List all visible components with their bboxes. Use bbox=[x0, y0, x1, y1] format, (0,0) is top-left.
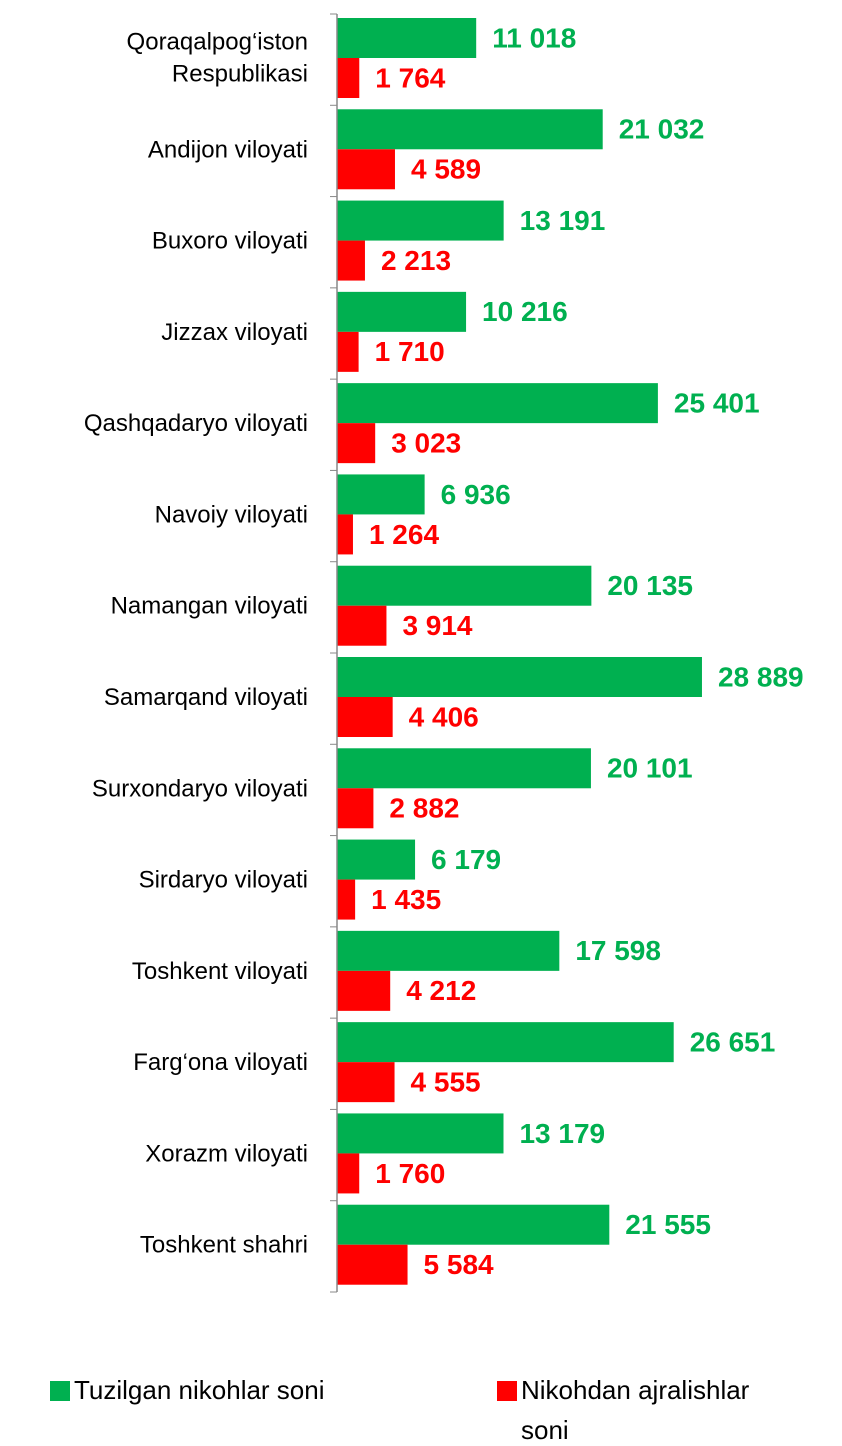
value-label: 11 018 bbox=[492, 22, 576, 53]
bar bbox=[337, 240, 365, 281]
bar bbox=[337, 657, 702, 697]
legend-swatch bbox=[50, 1381, 70, 1401]
value-label: 13 191 bbox=[520, 205, 606, 236]
category-label: Buxoro viloyati bbox=[152, 228, 308, 255]
value-label: 21 555 bbox=[625, 1209, 711, 1240]
category-label: Samarqand viloyati bbox=[104, 684, 308, 711]
bar bbox=[337, 970, 391, 1011]
value-label: 10 216 bbox=[482, 296, 568, 327]
legend-label: Tuzilgan nikohlar soni bbox=[74, 1375, 325, 1405]
value-label: 3 914 bbox=[402, 610, 472, 641]
bar bbox=[337, 697, 393, 737]
value-label: 6 179 bbox=[431, 844, 501, 875]
bar bbox=[337, 1244, 408, 1285]
category-label: Toshkent viloyati bbox=[132, 958, 308, 985]
bar bbox=[337, 291, 467, 332]
value-label: 2 213 bbox=[381, 245, 451, 276]
value-label: 4 212 bbox=[406, 975, 476, 1006]
value-label: 4 406 bbox=[409, 701, 479, 732]
category-label: Qashqadaryo viloyati bbox=[84, 410, 308, 437]
legend-swatch bbox=[497, 1381, 517, 1401]
value-label: 1 764 bbox=[375, 62, 445, 93]
category-label: Namangan viloyati bbox=[111, 593, 308, 620]
bar bbox=[337, 1062, 395, 1103]
legend-label: Nikohdan ajralishlar soni bbox=[521, 1375, 750, 1445]
value-label: 4 555 bbox=[411, 1067, 481, 1098]
category-label: Jizzax viloyati bbox=[161, 319, 308, 346]
bar bbox=[337, 1113, 504, 1154]
bar bbox=[337, 58, 360, 98]
bar bbox=[337, 605, 387, 646]
category-label: Andijon viloyati bbox=[148, 136, 308, 163]
bar bbox=[337, 839, 416, 880]
value-label: 1 435 bbox=[371, 884, 441, 915]
value-label: 25 401 bbox=[674, 388, 760, 419]
category-label: Qoraqalpog‘iston Respublikasi bbox=[127, 29, 308, 88]
bar bbox=[337, 788, 374, 829]
value-label: 20 101 bbox=[607, 753, 693, 784]
category-label: Navoiy viloyati bbox=[155, 501, 308, 528]
value-label: 17 598 bbox=[575, 935, 661, 966]
bar bbox=[337, 930, 560, 971]
value-label: 3 023 bbox=[391, 428, 461, 459]
bar bbox=[337, 200, 504, 241]
value-label: 5 584 bbox=[424, 1249, 494, 1280]
bar bbox=[337, 1153, 360, 1194]
bar bbox=[337, 565, 592, 606]
value-label: 2 882 bbox=[389, 793, 459, 824]
value-label: 20 135 bbox=[607, 570, 693, 601]
value-label: 28 889 bbox=[718, 661, 804, 692]
value-label: 4 589 bbox=[411, 154, 481, 185]
value-label: 21 032 bbox=[619, 114, 705, 145]
category-label: Surxondaryo viloyati bbox=[92, 775, 308, 802]
value-label: 1 264 bbox=[369, 519, 439, 550]
bar bbox=[337, 879, 356, 920]
category-label: Toshkent shahri bbox=[140, 1232, 308, 1259]
value-label: 1 760 bbox=[375, 1158, 445, 1189]
value-label: 13 179 bbox=[519, 1118, 605, 1149]
value-label: 6 936 bbox=[441, 479, 511, 510]
bar bbox=[337, 474, 425, 515]
bar bbox=[337, 748, 591, 789]
bar bbox=[337, 1204, 610, 1245]
bar bbox=[337, 18, 477, 58]
bar bbox=[337, 423, 376, 464]
category-label: Sirdaryo viloyati bbox=[139, 867, 308, 894]
bar bbox=[337, 331, 359, 372]
category-label: Farg‘ona viloyati bbox=[133, 1049, 308, 1076]
bar bbox=[337, 149, 395, 190]
value-label: 1 710 bbox=[375, 336, 445, 367]
bar bbox=[337, 383, 658, 424]
bar bbox=[337, 1022, 674, 1063]
value-label: 26 651 bbox=[690, 1027, 776, 1058]
category-label: Xorazm viloyati bbox=[145, 1140, 308, 1167]
bar bbox=[337, 109, 603, 150]
bar bbox=[337, 514, 353, 555]
